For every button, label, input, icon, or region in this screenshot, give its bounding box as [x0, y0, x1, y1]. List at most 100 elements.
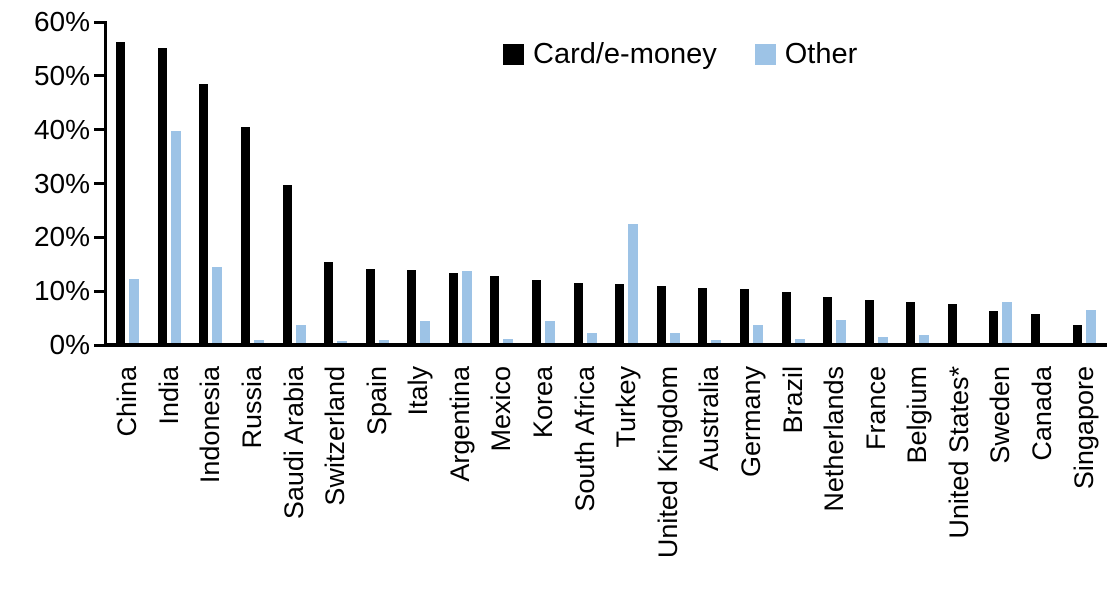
bar-card-canada: [1031, 314, 1040, 345]
bar-other-korea: [545, 320, 556, 345]
x-axis-labels: China India Indonesia Russia Saudi Arabia Swi…: [107, 352, 1105, 594]
bar-group-sweden: [980, 22, 1022, 345]
bar-card-india: [157, 47, 167, 345]
bar-card-germany: [739, 289, 749, 345]
bar-group-united-kingdom: [648, 22, 690, 345]
bar-group-india: [149, 22, 191, 345]
bar-card-belgium: [906, 301, 916, 345]
x-axis-label: Sweden: [985, 366, 1016, 464]
bar-group-russia: [232, 22, 274, 345]
legend-swatch-card-icon: [503, 43, 524, 65]
bar-group-canada: [1022, 22, 1064, 345]
bar-other-germany: [752, 324, 763, 345]
bar-other-netherlands: [836, 319, 847, 345]
y-axis-tick: [94, 74, 107, 78]
bar-other-saudi-arabia: [295, 324, 306, 345]
x-axis-label-cell: Spain: [356, 352, 398, 594]
x-axis-label: Argentina: [444, 366, 475, 482]
bar-other-singapore: [1085, 310, 1096, 345]
bar-other-switzerland: [337, 340, 348, 345]
y-axis-tick-label: 50%: [33, 59, 90, 91]
bar-group-australia: [689, 22, 731, 345]
x-axis-label-cell: South Africa: [564, 352, 606, 594]
legend-item-other: Other: [754, 38, 858, 70]
y-axis-tick-label: 60%: [33, 6, 90, 37]
bar-card-australia: [698, 287, 708, 345]
bar-card-saudi-arabia: [282, 184, 292, 345]
x-axis-label-cell: Russia: [232, 352, 274, 594]
y-axis-tick-label: 10%: [33, 275, 90, 307]
x-axis-label-cell: United Kingdom: [648, 352, 690, 594]
x-axis-label-cell: Mexico: [481, 352, 523, 594]
x-axis-label: Mexico: [486, 366, 517, 452]
x-axis-label: South Africa: [569, 366, 600, 512]
x-axis-label-cell: Sweden: [980, 352, 1022, 594]
x-axis-label-cell: China: [107, 352, 149, 594]
plot-area: [107, 22, 1105, 345]
y-axis-tick: [94, 289, 107, 293]
x-axis-label-cell: Singapore: [1063, 352, 1105, 594]
x-axis-label: France: [860, 366, 891, 451]
legend-swatch-other-icon: [754, 43, 776, 65]
y-axis-tick: [94, 128, 107, 132]
bar-card-spain: [365, 269, 375, 345]
bar-other-belgium: [919, 335, 930, 345]
x-axis-label-cell: Saudi Arabia: [273, 352, 315, 594]
x-axis-label-cell: France: [855, 352, 897, 594]
bar-group-saudi-arabia: [273, 22, 315, 345]
bar-card-brazil: [781, 292, 791, 345]
x-axis-label-cell: United States*: [939, 352, 981, 594]
x-axis-label: United States*: [943, 366, 974, 539]
bar-other-sweden: [1002, 302, 1013, 345]
bar-group-china: [107, 22, 149, 345]
x-axis-label: Australia: [694, 366, 725, 472]
x-axis-label: Singapore: [1068, 366, 1099, 490]
x-axis-label: Italy: [403, 366, 434, 416]
bar-card-united-states: [947, 303, 957, 345]
bar-other-united-kingdom: [669, 332, 680, 345]
x-axis-label: Indonesia: [195, 366, 226, 484]
x-axis-label: China: [112, 366, 143, 437]
bar-group-turkey: [606, 22, 648, 345]
legend-label-other: Other: [784, 38, 858, 70]
x-axis-label: Germany: [735, 366, 766, 478]
y-axis-tick: [94, 20, 107, 24]
x-axis-label-cell: Netherlands: [814, 352, 856, 594]
x-axis-label: Spain: [361, 366, 392, 436]
bar-other-china: [129, 279, 140, 345]
bar-group-mexico: [481, 22, 523, 345]
x-axis-label: Netherlands: [819, 366, 850, 512]
x-axis-label: Turkey: [611, 366, 642, 448]
bar-other-spain: [378, 339, 389, 345]
bar-group-france: [855, 22, 897, 345]
y-axis-tick-label: 0%: [49, 329, 90, 360]
bar-group-spain: [356, 22, 398, 345]
x-axis-label-cell: Belgium: [897, 352, 939, 594]
bar-other-italy: [420, 320, 431, 345]
x-axis-label: United Kingdom: [652, 366, 683, 559]
bar-other-france: [877, 337, 888, 345]
bar-card-sweden: [989, 310, 999, 345]
bar-other-south-africa: [586, 332, 597, 345]
x-axis-label: Korea: [528, 366, 559, 439]
bar-group-korea: [523, 22, 565, 345]
bar-other-russia: [254, 339, 265, 345]
bar-other-indonesia: [212, 266, 223, 345]
x-axis-label-cell: Argentina: [440, 352, 482, 594]
bar-card-italy: [407, 269, 417, 345]
bar-group-singapore: [1063, 22, 1105, 345]
x-axis-label-cell: Canada: [1022, 352, 1064, 594]
bar-other-brazil: [794, 339, 805, 345]
bar-group-indonesia: [190, 22, 232, 345]
x-axis-label-cell: Germany: [731, 352, 773, 594]
y-axis-tick-label: 20%: [33, 221, 90, 253]
bar-group-united-states: [939, 22, 981, 345]
x-axis-label-cell: Italy: [398, 352, 440, 594]
bar-card-singapore: [1072, 325, 1082, 345]
x-axis-label-cell: Australia: [689, 352, 731, 594]
bar-card-china: [116, 41, 126, 345]
bar-group-belgium: [897, 22, 939, 345]
legend-item-card-e-money: Card/e-money: [503, 38, 717, 70]
bar-card-mexico: [490, 275, 500, 345]
